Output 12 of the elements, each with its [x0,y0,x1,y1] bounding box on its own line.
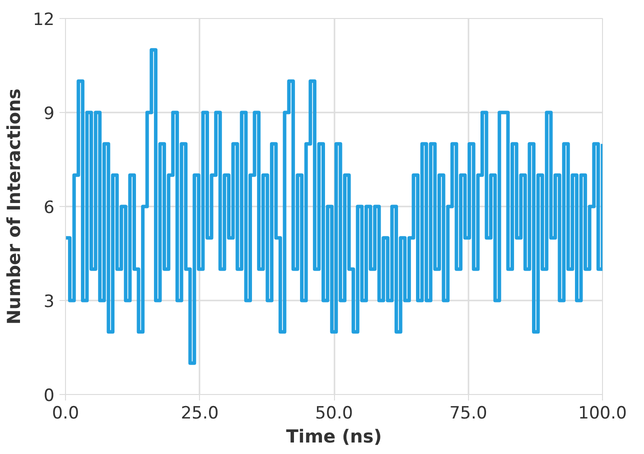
x-axis-title: Time (ns) [286,426,382,448]
y-axis-title: Number of Interactions [4,88,25,325]
y-tick-label: 6 [44,198,55,218]
x-tick-label: 0.0 [52,404,80,424]
x-tick-label: 100.0 [578,404,627,424]
x-tick-label: 50.0 [315,404,353,424]
y-tick-label: 0 [44,386,55,406]
x-tick-label: 25.0 [180,404,219,424]
y-tick-label: 12 [32,10,55,30]
y-tick-label: 9 [44,104,55,124]
x-tick-label: 75.0 [449,404,488,424]
y-tick-label: 3 [44,292,55,312]
